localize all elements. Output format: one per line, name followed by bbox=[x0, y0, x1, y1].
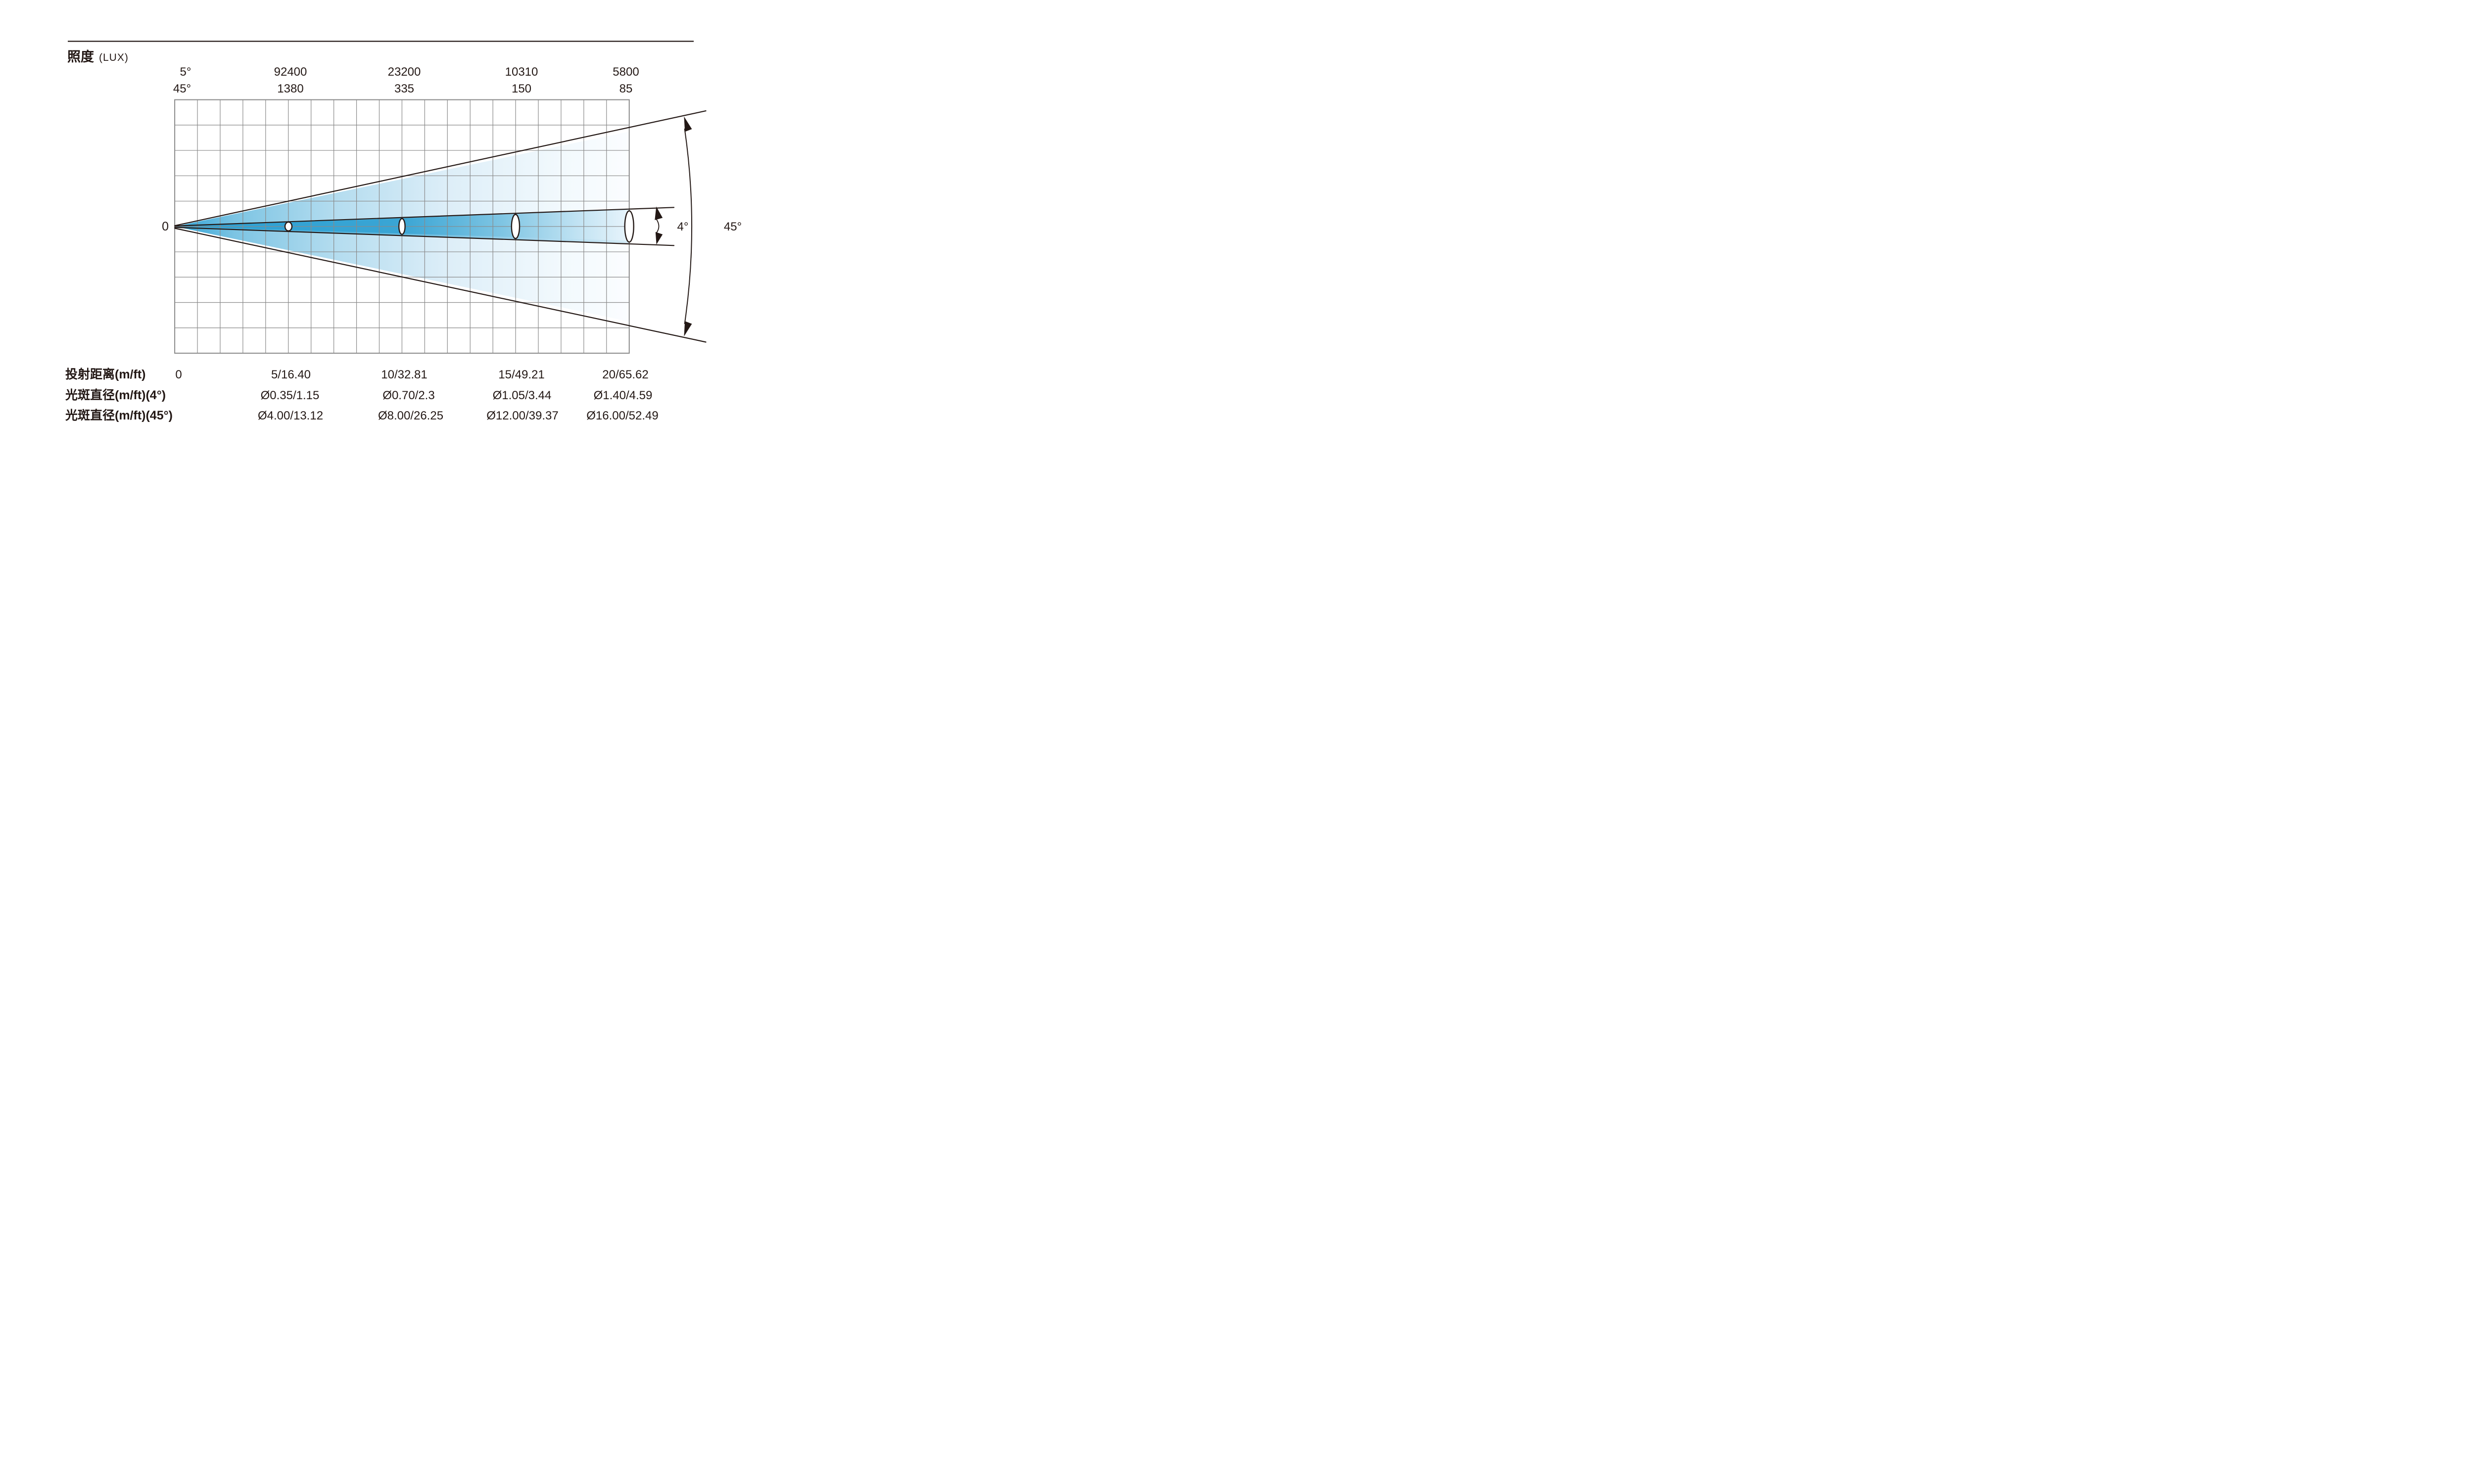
narrow-angle-annotation: 4° bbox=[655, 206, 689, 245]
lux-wide-15m: 150 bbox=[512, 82, 531, 95]
wide-angle-label: 45° bbox=[724, 220, 742, 233]
spot-wide-20m: Ø16.00/52.49 bbox=[586, 409, 658, 422]
lux-wide-10m: 335 bbox=[394, 82, 414, 95]
spot-narrow-20m: Ø1.40/4.59 bbox=[594, 389, 653, 402]
page-title: 照度 bbox=[67, 49, 94, 64]
wide-beam-upper-line bbox=[174, 110, 707, 227]
distance-0m: 0 bbox=[175, 368, 182, 381]
lux-narrow-10m: 23200 bbox=[388, 65, 421, 79]
beam-outlines bbox=[174, 110, 707, 343]
spot-diameter-narrow-row: 光斑直径(m/ft)(4°) Ø0.35/1.15 Ø0.70/2.3 Ø1.0… bbox=[65, 388, 652, 402]
illuminance-header: 5° 45° 92400 23200 10310 5800 1380 335 1… bbox=[173, 65, 639, 95]
narrow-angle-arc bbox=[656, 219, 660, 233]
angle-label-wide: 45° bbox=[173, 82, 191, 95]
spot-narrow-15m: Ø1.05/3.44 bbox=[493, 389, 552, 402]
spot-ellipse-15m bbox=[511, 214, 521, 239]
lux-wide-20m: 85 bbox=[619, 82, 633, 95]
spot-wide-15m: Ø12.00/39.37 bbox=[486, 409, 558, 422]
distance-row-label: 投射距离(m/ft) bbox=[65, 367, 145, 381]
spot-narrow-10m: Ø0.70/2.3 bbox=[382, 389, 434, 402]
lux-narrow-5m: 92400 bbox=[274, 65, 307, 79]
narrow-angle-arrow-down-icon bbox=[655, 232, 663, 245]
wide-angle-arc bbox=[684, 128, 693, 325]
distance-10m: 10/32.81 bbox=[381, 368, 427, 381]
wide-angle-arrow-down-icon bbox=[684, 321, 692, 336]
page-title-unit: (LUX) bbox=[99, 52, 129, 63]
spot-narrow-5m: Ø0.35/1.15 bbox=[261, 389, 320, 402]
lux-wide-5m: 1380 bbox=[277, 82, 303, 95]
narrow-angle-arrow-up-icon bbox=[655, 206, 663, 220]
narrow-beam-upper-line bbox=[174, 207, 675, 227]
photometric-diagram: 照度 (LUX) 5° 45° 92400 23200 10310 5800 1… bbox=[65, 41, 742, 422]
spot-wide-10m: Ø8.00/26.25 bbox=[378, 409, 443, 422]
lux-narrow-20m: 5800 bbox=[613, 65, 639, 79]
distance-row: 投射距离(m/ft) 0 5/16.40 10/32.81 15/49.21 2… bbox=[65, 367, 649, 381]
spot-ellipse-5m bbox=[284, 221, 293, 232]
spot-wide-row-label: 光斑直径(m/ft)(45°) bbox=[65, 409, 173, 422]
angle-label-narrow: 5° bbox=[180, 65, 191, 79]
wide-beam-lower-line bbox=[174, 228, 707, 343]
spot-diameter-wide-row: 光斑直径(m/ft)(45°) Ø4.00/13.12 Ø8.00/26.25 … bbox=[65, 409, 659, 422]
spot-wide-5m: Ø4.00/13.12 bbox=[258, 409, 323, 422]
origin-label: 0 bbox=[162, 220, 169, 233]
distance-5m: 5/16.40 bbox=[271, 368, 311, 381]
narrow-angle-label: 4° bbox=[677, 220, 689, 233]
distance-15m: 15/49.21 bbox=[498, 368, 544, 381]
photometric-diagram-page: 照度 (LUX) 5° 45° 92400 23200 10310 5800 1… bbox=[0, 0, 792, 445]
wide-angle-arrow-up-icon bbox=[684, 116, 692, 132]
wide-angle-annotation: 45° bbox=[684, 116, 742, 336]
spot-ellipse-10m bbox=[398, 218, 406, 235]
distance-20m: 20/65.62 bbox=[602, 368, 648, 381]
narrow-beam-lower-line bbox=[174, 227, 675, 246]
spot-ellipse-20m bbox=[624, 210, 634, 243]
spot-narrow-row-label: 光斑直径(m/ft)(4°) bbox=[65, 388, 166, 402]
spot-ellipses bbox=[284, 210, 634, 243]
lux-narrow-15m: 10310 bbox=[505, 65, 538, 79]
